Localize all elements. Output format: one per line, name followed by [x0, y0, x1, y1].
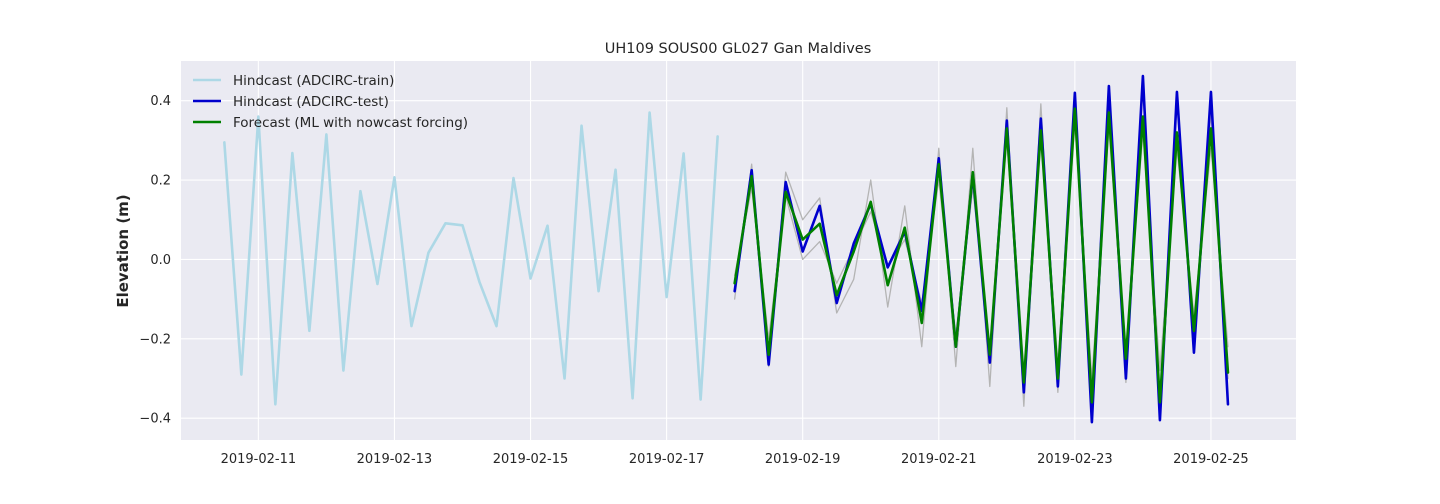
- x-tick-label: 2019-02-13: [357, 452, 433, 467]
- x-tick-label: 2019-02-23: [1037, 452, 1113, 467]
- y-tick-label: −0.4: [139, 412, 171, 427]
- legend-label: Hindcast (ADCIRC-test): [233, 94, 389, 110]
- chart-title: UH109 SOUS00 GL027 Gan Maldives: [605, 41, 872, 57]
- x-tick-label: 2019-02-25: [1173, 452, 1249, 467]
- x-tick-labels: 2019-02-11 2019-02-13 2019-02-15 2019-02-17…: [221, 452, 1249, 467]
- y-tick-label: −0.2: [139, 332, 171, 347]
- y-tick-label: 0.4: [150, 94, 171, 109]
- y-tick-labels: −0.4 −0.2 0.0 0.2 0.4: [139, 94, 171, 426]
- x-tick-label: 2019-02-15: [493, 452, 569, 467]
- x-tick-label: 2019-02-19: [765, 452, 841, 467]
- series-line-hindcast-adcirc-train: [223, 111, 719, 406]
- series-line-forecast-ml-with-nowcast-forcing: [733, 107, 1230, 404]
- legend-label: Forecast (ML with nowcast forcing): [233, 115, 468, 131]
- legend-label: Hindcast (ADCIRC-train): [233, 73, 394, 89]
- y-tick-label: 0.0: [150, 253, 171, 268]
- x-tick-label: 2019-02-21: [901, 452, 977, 467]
- y-axis-label: Elevation (m): [114, 194, 132, 307]
- x-tick-label: 2019-02-17: [629, 452, 705, 467]
- series-layer: [223, 74, 1230, 424]
- y-tick-label: 0.2: [150, 174, 171, 189]
- legend: Hindcast (ADCIRC-train) Hindcast (ADCIRC-…: [193, 73, 468, 131]
- x-tick-label: 2019-02-11: [221, 452, 297, 467]
